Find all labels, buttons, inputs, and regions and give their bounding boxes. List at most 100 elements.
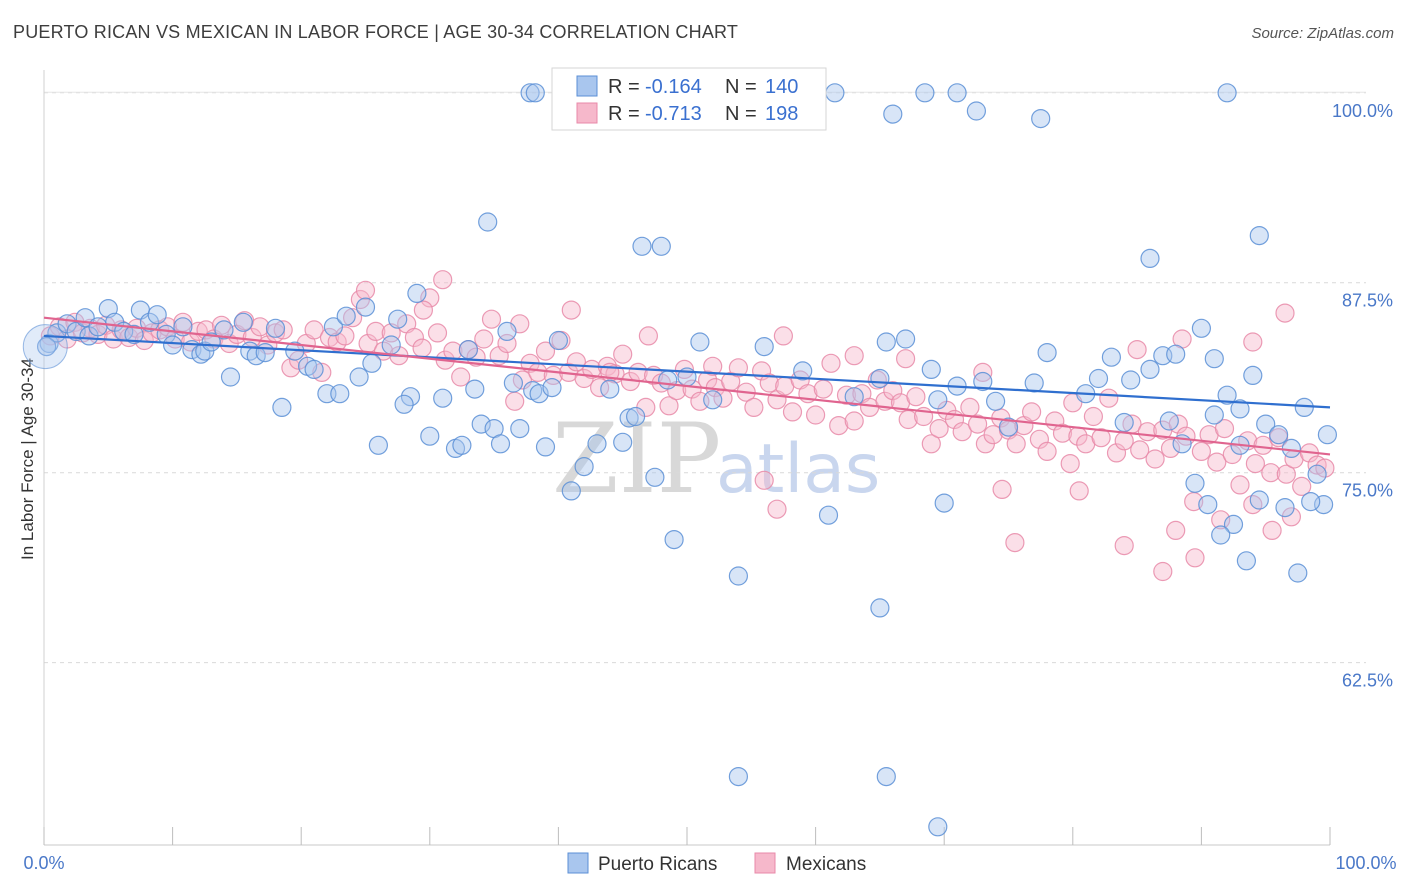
- x-axis-ticks: [43, 827, 1331, 845]
- pink-point-125: [1006, 434, 1026, 454]
- series-label-mexicans: Mexicans: [786, 854, 866, 875]
- blue-point-119: [1317, 425, 1338, 445]
- pink-point-55: [466, 347, 486, 367]
- pink-point-174: [773, 326, 794, 346]
- series-swatch-mexicans: [754, 852, 776, 874]
- pink-point-82: [674, 359, 695, 379]
- blue-point-125: [478, 212, 498, 232]
- pink-point-112: [906, 387, 926, 407]
- pink-point-158: [1261, 463, 1281, 483]
- y-tick-label-100: 100.0%: [1332, 101, 1393, 121]
- pink-point-71: [589, 378, 610, 398]
- trend-lines: [43, 316, 1331, 456]
- pink-point-160: [1276, 464, 1296, 484]
- blue-point-124: [1088, 368, 1109, 389]
- blue-point-27: [265, 318, 286, 338]
- blue-point-88: [985, 391, 1006, 411]
- y-axis-tick-labels: 62.5% 75.0% 87.5% 100.0%: [1332, 101, 1393, 691]
- blue-point-99: [1204, 349, 1224, 369]
- blue-point-73: [690, 332, 710, 352]
- blue-point-69: [645, 467, 665, 487]
- blue-point-76: [754, 337, 774, 357]
- blue-point-36: [349, 367, 369, 387]
- blue-point-34: [323, 317, 343, 337]
- pink-point-141: [1130, 440, 1150, 460]
- blue-point-140: [966, 101, 987, 121]
- blue-point-78: [844, 387, 864, 407]
- pink-point-53: [451, 367, 471, 387]
- blue-point-3: [66, 321, 86, 341]
- pink-point-186: [1005, 532, 1025, 553]
- pink-point-101: [821, 353, 841, 373]
- x-tick-label-max: 100.0%: [1335, 853, 1396, 873]
- blue-point-21: [214, 320, 234, 340]
- blue-point-46: [433, 388, 453, 408]
- watermark-atlas: atlas: [716, 430, 880, 509]
- blue-point-39: [368, 435, 388, 455]
- blue-point-77: [793, 361, 813, 381]
- blue-point-37: [336, 306, 356, 326]
- blue-point-10: [124, 324, 144, 344]
- pink-point-188: [1114, 535, 1134, 556]
- blue-point-118: [1301, 492, 1321, 512]
- blue-point-43: [394, 394, 414, 414]
- pink-point-89: [728, 358, 749, 378]
- pink-point-137: [1099, 388, 1119, 408]
- blue-point-127: [525, 83, 545, 103]
- pink-point-35: [312, 362, 332, 382]
- pink-point-154: [1230, 475, 1250, 495]
- pink-point-145: [1160, 438, 1181, 458]
- pink-point-173: [844, 346, 864, 366]
- blue-point-26: [255, 343, 275, 363]
- pink-point-19: [188, 321, 208, 341]
- blue-point-94: [1114, 412, 1134, 433]
- blue-point-82: [895, 329, 916, 349]
- blue-point-54: [497, 321, 517, 341]
- blue-point-86: [934, 493, 954, 513]
- pink-point-176: [638, 326, 659, 346]
- pink-point-37: [327, 332, 347, 352]
- blue-cluster-point: [22, 324, 68, 370]
- blue-point-70: [658, 370, 678, 390]
- pink-point-185: [992, 479, 1012, 499]
- blue-point-64: [587, 434, 607, 454]
- pink-point-102: [829, 416, 849, 436]
- blue-point-112: [1211, 525, 1231, 545]
- blue-point-102: [1243, 365, 1263, 385]
- blue-point-107: [1307, 464, 1327, 484]
- pink-point-183: [754, 470, 774, 490]
- chart-source: Source: ZipAtlas.com: [1251, 25, 1394, 42]
- pink-point-47: [404, 327, 424, 348]
- blue-point-142: [1217, 83, 1237, 103]
- blue-point-42: [400, 387, 421, 407]
- pink-point-63: [528, 362, 548, 382]
- blue-point-83: [921, 359, 941, 379]
- legend-n-value-pink: 198: [765, 103, 798, 125]
- pink-point-17: [173, 312, 193, 332]
- blue-point-6: [88, 317, 108, 337]
- blue-point-93: [1101, 347, 1122, 367]
- blue-point-144: [1249, 226, 1269, 246]
- pink-point-57: [481, 309, 502, 329]
- blue-point-22: [220, 367, 241, 387]
- legend-r-label-pink: R =: [608, 103, 640, 125]
- pink-point-184: [767, 499, 787, 519]
- pink-point-119: [960, 397, 980, 417]
- pink-point-127: [1021, 402, 1042, 422]
- blue-point-116: [1275, 498, 1295, 518]
- pink-point-143: [1145, 449, 1165, 469]
- blue-point-81: [876, 332, 896, 352]
- pink-point-109: [883, 381, 903, 401]
- blue-point-0: [39, 333, 59, 354]
- pink-point-172: [895, 349, 916, 369]
- blue-point-87: [973, 371, 993, 392]
- pink-point-195: [1211, 510, 1231, 530]
- series-legend: Puerto Ricans Mexicans: [567, 852, 866, 875]
- blue-point-49: [458, 340, 478, 360]
- pink-point-118: [952, 422, 972, 442]
- blue-point-148: [928, 817, 948, 837]
- blue-point-103: [1256, 414, 1276, 434]
- pink-point-104: [844, 411, 864, 431]
- blue-point-139: [947, 83, 967, 103]
- pink-point-60: [505, 391, 525, 411]
